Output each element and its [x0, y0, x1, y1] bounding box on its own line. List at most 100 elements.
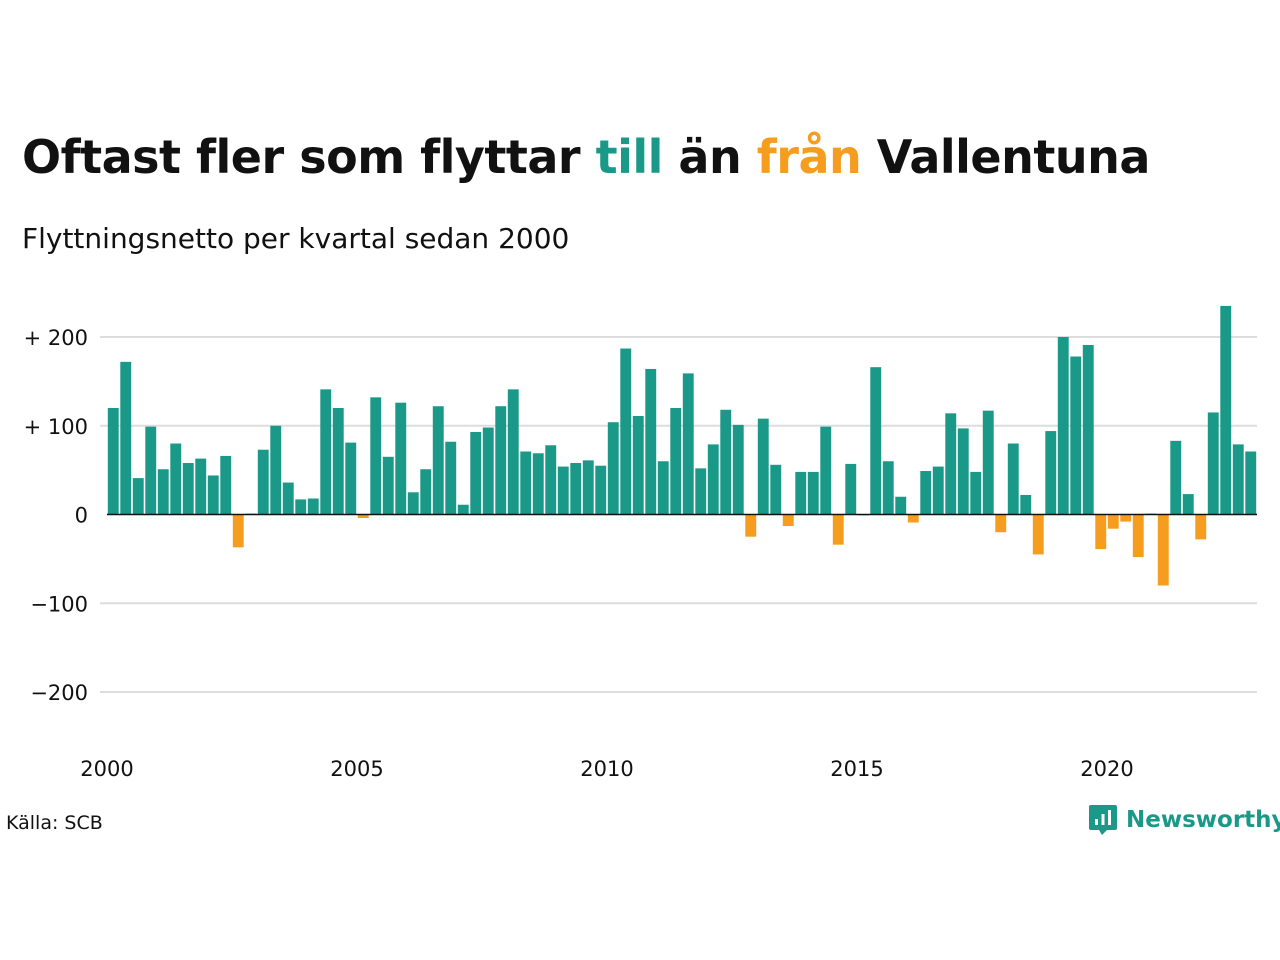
- bar: [157, 469, 169, 515]
- bar: [220, 455, 232, 515]
- source-note: Källa: SCB: [6, 812, 103, 834]
- bar: [1095, 514, 1107, 550]
- bar: [1157, 514, 1169, 586]
- bar: [482, 427, 494, 515]
- x-tick-label: 2015: [830, 757, 883, 781]
- x-tick-label: 2000: [80, 757, 133, 781]
- bar: [457, 504, 469, 515]
- bar: [645, 368, 657, 515]
- bar: [145, 426, 157, 515]
- brand-name: Newsworthy: [1126, 807, 1280, 833]
- bar: [132, 478, 144, 515]
- x-axis-labels: 2000 2005 2010 2015 2020: [80, 757, 1133, 781]
- bar: [432, 406, 444, 515]
- newsworthy-logo-icon: [1089, 805, 1117, 835]
- bar: [695, 468, 707, 515]
- bar: [720, 409, 732, 515]
- title-highlight-fran: från: [756, 130, 862, 184]
- bar: [582, 460, 594, 515]
- bar: [470, 431, 482, 515]
- bar: [307, 498, 319, 515]
- bar: [1070, 356, 1082, 515]
- bar: [407, 492, 419, 515]
- x-tick-label: 2005: [330, 757, 383, 781]
- bar: [820, 426, 832, 515]
- y-tick-label: + 200: [24, 326, 88, 350]
- y-axis-labels: + 200 + 100 0 −100 −200: [24, 326, 88, 705]
- bar: [170, 443, 182, 515]
- bar: [682, 373, 694, 515]
- bar: [1020, 494, 1032, 515]
- bar-series: [107, 305, 1257, 586]
- x-tick-label: 2010: [580, 757, 633, 781]
- bar: [782, 514, 794, 527]
- bar: [807, 471, 819, 515]
- bar: [970, 471, 982, 515]
- bar: [1195, 514, 1207, 540]
- bar: [1132, 514, 1144, 558]
- bar: [420, 469, 432, 515]
- bar: [770, 464, 782, 515]
- bar: [1220, 305, 1232, 515]
- bar: [232, 514, 244, 548]
- bar: [757, 418, 769, 515]
- bar: [845, 463, 857, 515]
- bar: [1082, 344, 1094, 515]
- bar: [882, 461, 894, 515]
- bar: [1032, 514, 1044, 555]
- bar: [595, 465, 607, 515]
- bar: [345, 442, 357, 515]
- bar: [632, 415, 644, 515]
- y-tick-label: 0: [75, 504, 88, 528]
- bar: [570, 463, 582, 515]
- y-tick-label: + 100: [24, 415, 88, 439]
- bar: [1007, 443, 1019, 515]
- bar: [1182, 494, 1194, 515]
- bar: [1245, 451, 1257, 515]
- bar: [895, 496, 907, 515]
- bar: [1120, 514, 1132, 522]
- bar: [320, 389, 332, 515]
- y-tick-label: −200: [30, 681, 88, 705]
- bar: [182, 463, 194, 515]
- bar: [957, 428, 969, 515]
- title-part-1: Oftast fler som flyttar: [22, 130, 596, 184]
- bar: [707, 444, 719, 515]
- bar: [982, 410, 994, 515]
- bar: [107, 408, 119, 515]
- title-part-3: Vallentuna: [861, 130, 1151, 184]
- bar: [607, 422, 619, 515]
- bar: [907, 514, 919, 523]
- bar: [620, 348, 632, 515]
- bar: [557, 466, 569, 515]
- bar: [1232, 444, 1244, 515]
- bar: [1045, 431, 1057, 515]
- bar: [657, 461, 669, 515]
- bar: [495, 406, 507, 515]
- bar: [257, 449, 269, 515]
- chart-title: Oftast fler som flyttar till än från Val…: [22, 130, 1150, 184]
- title-part-2: än: [662, 130, 757, 184]
- bar: [382, 456, 394, 515]
- bar: [1057, 337, 1069, 515]
- bar: [932, 466, 944, 515]
- chart-subtitle: Flyttningsnetto per kvartal sedan 2000: [22, 222, 570, 255]
- bar: [732, 424, 744, 515]
- y-tick-label: −100: [30, 592, 88, 616]
- bar: [295, 499, 307, 515]
- bar: [507, 389, 519, 515]
- bar: [745, 514, 757, 537]
- bar: [1170, 440, 1182, 515]
- bar: [520, 451, 532, 515]
- bar: [545, 445, 557, 515]
- bar: [532, 453, 544, 515]
- bar: [270, 425, 282, 515]
- bar: [195, 458, 207, 515]
- bar: [332, 408, 344, 515]
- bar: [832, 514, 844, 545]
- bar: [1207, 412, 1219, 515]
- x-tick-label: 2020: [1080, 757, 1133, 781]
- bar: [670, 408, 682, 515]
- bar: [1107, 514, 1119, 529]
